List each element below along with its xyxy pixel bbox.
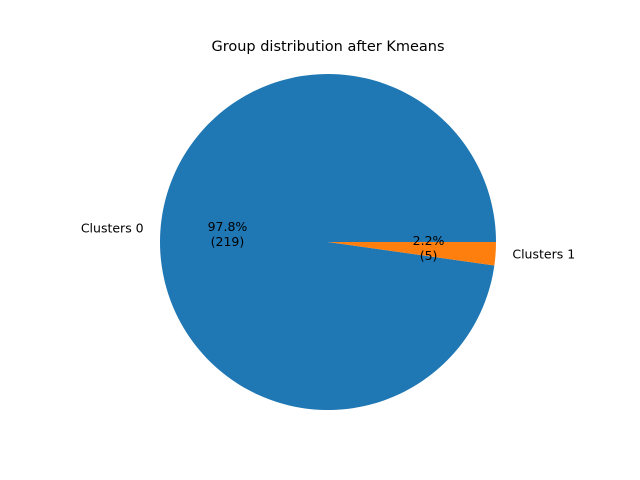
slice-percent-clusters-1: 2.2%	[413, 233, 445, 248]
slice-percent-clusters-0: 97.8%	[208, 219, 248, 234]
slice-label-clusters-1: Clusters 1	[512, 246, 575, 261]
pie-slice-clusters-1	[328, 242, 496, 266]
pie-slices	[159, 73, 496, 410]
pie-slice-clusters-0	[159, 73, 496, 410]
chart-title: Group distribution after Kmeans	[211, 39, 444, 55]
slice-count-clusters-0: (219)	[211, 234, 245, 249]
slice-label-clusters-0: Clusters 0	[81, 221, 144, 236]
slice-count-clusters-1: (5)	[420, 248, 438, 263]
pie-labels: Clusters 0 97.8%(219) Clusters 1 2.2%(5)	[81, 219, 575, 263]
